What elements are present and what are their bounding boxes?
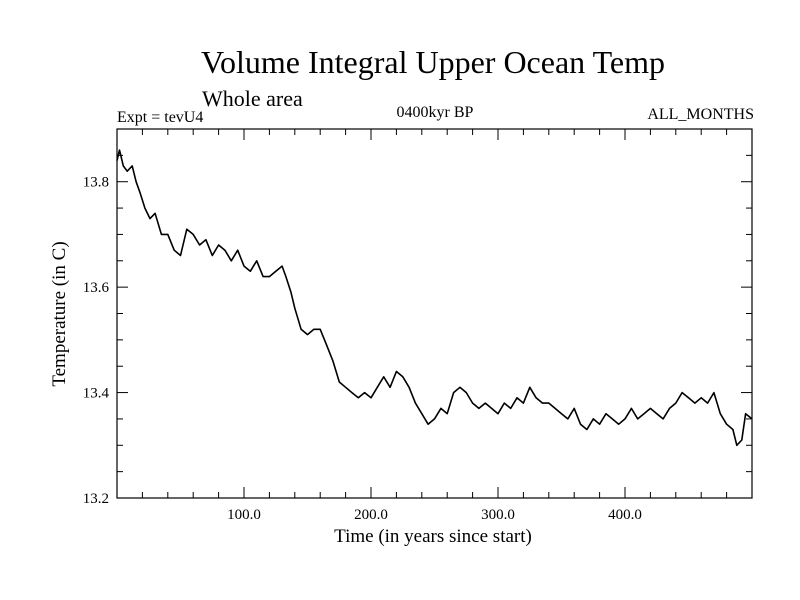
axis-ticks — [117, 129, 752, 498]
y-tick-label: 13.8 — [83, 175, 109, 191]
x-tick-label: 100.0 — [227, 507, 261, 523]
chart-subtitle: Whole area — [202, 86, 303, 111]
y-tick-label: 13.4 — [83, 386, 110, 402]
months-label: ALL_MONTHS — [647, 106, 754, 123]
chart-title: Volume Integral Upper Ocean Temp — [201, 44, 665, 80]
x-tick-label: 400.0 — [608, 507, 642, 523]
experiment-label: Expt = tevU4 — [117, 109, 204, 126]
y-tick-label: 13.6 — [83, 280, 110, 296]
period-label: 0400kyr BP — [396, 104, 474, 121]
tick-labels: 100.0 200.0 300.0 400.0 13.2 13.4 13.6 13.8 — [83, 175, 642, 523]
x-axis-label: Time (in years since start) — [334, 526, 532, 547]
x-tick-label: 200.0 — [354, 507, 388, 523]
plot-frame — [116, 128, 753, 499]
y-tick-label: 13.2 — [83, 491, 109, 507]
series-line — [116, 149, 753, 447]
x-tick-label: 300.0 — [481, 507, 515, 523]
